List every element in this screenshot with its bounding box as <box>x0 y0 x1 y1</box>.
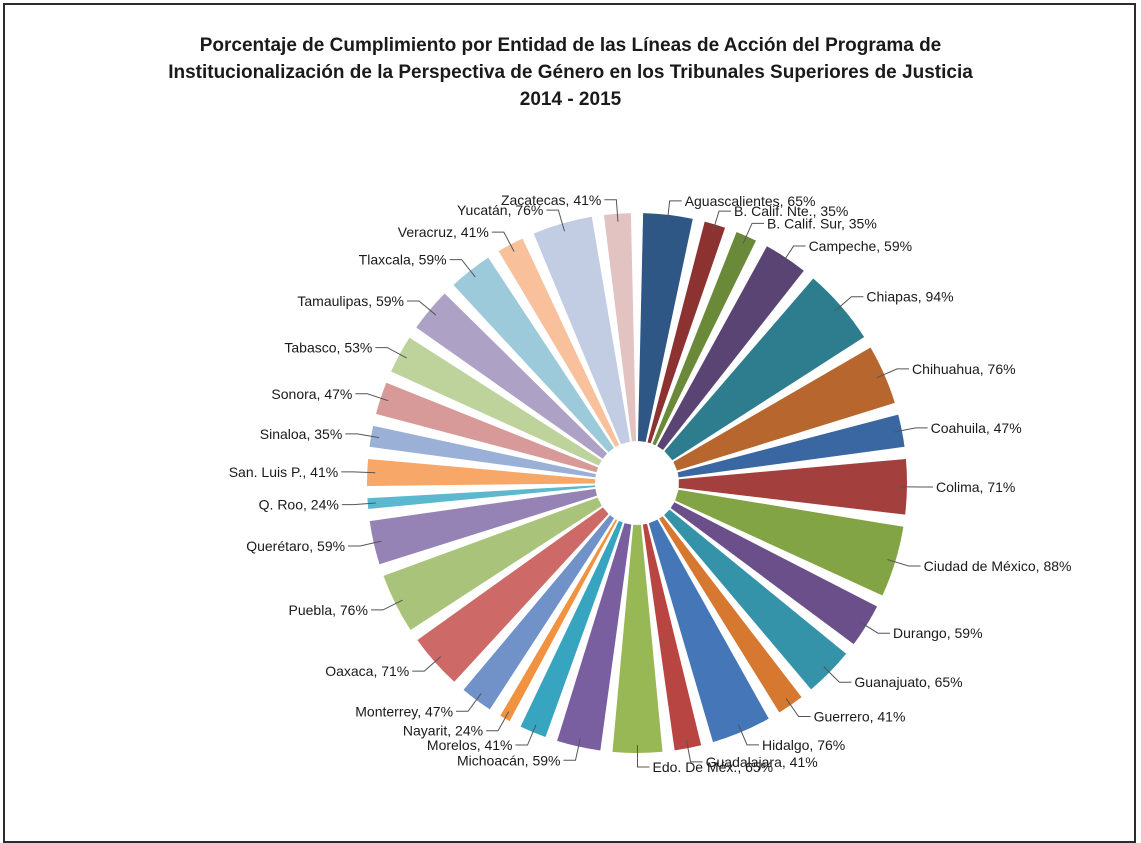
slice-label: Morelos, 41% <box>427 737 513 753</box>
slice-label: Chiapas, 94% <box>866 289 953 305</box>
slice-label: Tabasco, 53% <box>284 340 372 356</box>
slice-label: Ciudad de México, 88% <box>924 558 1072 574</box>
slice-label: Sonora, 47% <box>271 386 352 402</box>
slice-label: Q. Roo, 24% <box>259 497 339 513</box>
slice-label: Tlaxcala, 59% <box>359 252 447 268</box>
slice-label: Hidalgo, 76% <box>762 737 845 753</box>
slice-label: Guerrero, 41% <box>814 709 906 725</box>
slice-label: Puebla, 76% <box>289 602 368 618</box>
slice-label: Coahuila, 47% <box>931 420 1022 436</box>
slice-label: Michoacán, 59% <box>457 752 561 768</box>
slice-label: Campeche, 59% <box>809 238 913 254</box>
slice-label: Tamaulipas, 59% <box>297 293 404 309</box>
slice-label: B. Calif. Sur, 35% <box>767 215 877 231</box>
slice-label: Querétaro, 59% <box>246 538 345 554</box>
slice-label: Durango, 59% <box>893 625 983 641</box>
slice-label: Colima, 71% <box>936 479 1015 495</box>
slice-label: Zacatecas, 41% <box>501 192 601 208</box>
slice-label: Monterrey, 47% <box>355 703 453 719</box>
slice-label: Oaxaca, 71% <box>325 663 409 679</box>
slice-label: Chihuahua, 76% <box>912 361 1016 377</box>
slice-label: Guanajuato, 65% <box>854 674 962 690</box>
slice-label: San. Luis P., 41% <box>229 464 338 480</box>
slice-label: Nayarit, 24% <box>403 723 483 739</box>
slice-label: Sinaloa, 35% <box>260 426 343 442</box>
slice-label: Edo. De Méx., 65% <box>653 759 774 775</box>
slice-label: Veracruz, 41% <box>398 224 489 240</box>
